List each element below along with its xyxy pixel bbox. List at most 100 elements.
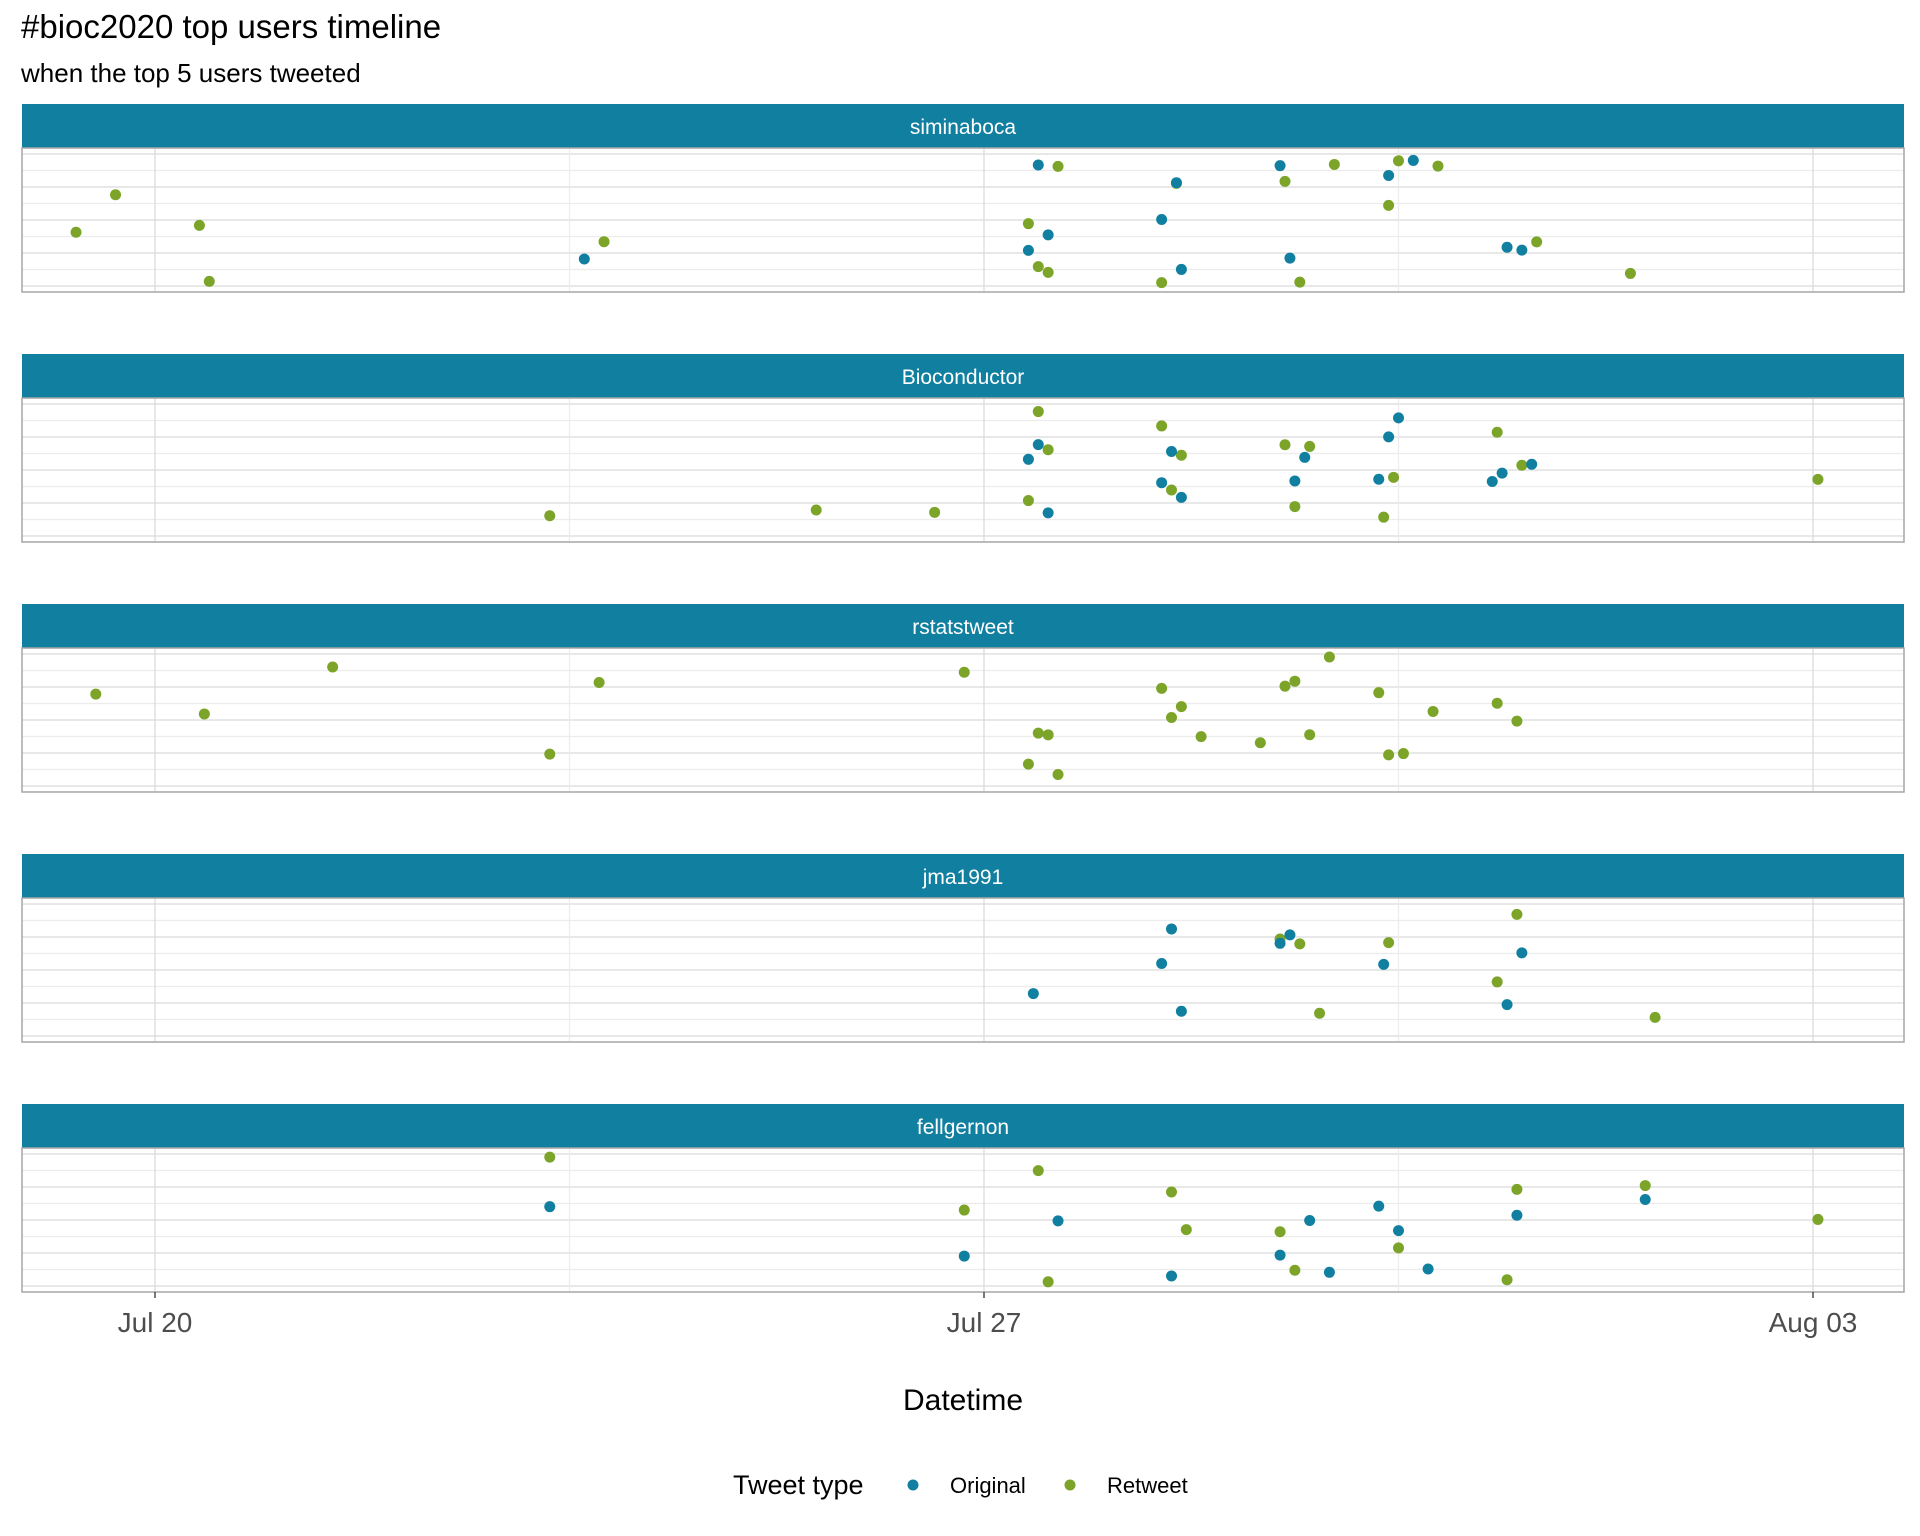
legend-label-retweet: Retweet (1107, 1473, 1188, 1498)
chart-title: #bioc2020 top users timeline (21, 8, 441, 45)
point-retweet (70, 226, 82, 238)
point-original (1373, 473, 1385, 485)
point-retweet (1383, 749, 1395, 761)
point-retweet (1531, 236, 1543, 248)
facet-strip (22, 854, 1904, 898)
point-original (1166, 923, 1178, 935)
point-original (1501, 999, 1513, 1011)
point-original (1393, 1225, 1404, 1237)
point-retweet (929, 506, 941, 518)
point-retweet (1032, 406, 1044, 418)
point-retweet (1274, 1226, 1286, 1238)
point-retweet (198, 708, 210, 720)
point-retweet (203, 275, 215, 287)
point-original (1496, 467, 1508, 479)
x-axis: Jul 20 Jul 27 Aug 03 (118, 1292, 1857, 1338)
point-retweet (1042, 444, 1054, 456)
point-retweet (1511, 1183, 1523, 1195)
point-retweet (1180, 1224, 1192, 1236)
point-retweet (1042, 266, 1054, 278)
panel-border (21, 647, 1905, 793)
facet-fellgernon: fellgernon (21, 1104, 1905, 1293)
point-original (1526, 458, 1538, 470)
facet-rstatstweet: rstatstweet (21, 604, 1905, 793)
point-original (1032, 439, 1044, 451)
facet-Bioconductor: Bioconductor (21, 354, 1905, 543)
point-retweet (593, 676, 605, 688)
point-original (1284, 252, 1296, 264)
point-retweet (1397, 748, 1409, 760)
point-original (1383, 431, 1395, 443)
point-original (1299, 451, 1311, 463)
point-retweet (1289, 675, 1301, 687)
point-original (544, 1201, 556, 1213)
point-retweet (1388, 471, 1400, 483)
point-retweet (1812, 1213, 1824, 1225)
point-retweet (958, 666, 970, 678)
point-retweet (1042, 729, 1054, 741)
point-retweet (1175, 701, 1187, 713)
point-retweet (1304, 729, 1316, 741)
point-retweet (110, 189, 122, 201)
point-original (1511, 1209, 1523, 1221)
point-retweet (958, 1204, 970, 1216)
point-retweet (327, 661, 339, 673)
point-retweet (1294, 276, 1306, 288)
point-retweet (1289, 501, 1301, 513)
legend-key-retweet (1064, 1479, 1076, 1491)
facet-strip (22, 354, 1904, 398)
point-retweet (1175, 449, 1187, 461)
facet-strip (22, 104, 1904, 148)
x-axis-title: Datetime (903, 1384, 1023, 1417)
point-original (1274, 1249, 1286, 1261)
facet-jma1991: jma1991 (21, 854, 1905, 1043)
facet-strip-label: jma1991 (922, 866, 1004, 889)
facet-strip-label: rstatstweet (912, 616, 1014, 639)
point-retweet (1491, 976, 1503, 988)
point-retweet (1516, 459, 1528, 471)
point-retweet (1032, 261, 1044, 273)
point-original (1289, 475, 1301, 487)
point-retweet (1294, 938, 1306, 950)
point-original (1170, 177, 1182, 189)
facet-strip (22, 604, 1904, 648)
chart-subtitle: when the top 5 users tweeted (20, 58, 361, 88)
point-retweet (1279, 680, 1291, 692)
point-retweet (810, 504, 822, 516)
point-original (1639, 1194, 1651, 1206)
facet-strip-label: Bioconductor (902, 366, 1025, 389)
point-retweet (1156, 420, 1168, 432)
panel-border (21, 397, 1905, 543)
point-retweet (1156, 277, 1168, 289)
point-original (578, 253, 590, 265)
point-retweet (1279, 175, 1291, 187)
point-retweet (1328, 158, 1340, 170)
point-original (1175, 1005, 1187, 1017)
facet-siminaboca: siminaboca (21, 104, 1905, 293)
point-original (1378, 958, 1390, 970)
point-retweet (1373, 687, 1385, 699)
point-retweet (1323, 651, 1335, 663)
point-retweet (1427, 705, 1439, 717)
point-retweet (1156, 682, 1168, 694)
point-original (1166, 446, 1178, 458)
point-retweet (1042, 1276, 1054, 1288)
point-original (1422, 1263, 1434, 1275)
point-retweet (1052, 768, 1064, 780)
point-retweet (1383, 199, 1395, 211)
point-retweet (544, 748, 556, 760)
point-retweet (1166, 484, 1178, 496)
point-retweet (1491, 697, 1503, 709)
point-original (1052, 1215, 1064, 1227)
legend: Tweet type Original Retweet (733, 1470, 1188, 1500)
point-original (1516, 244, 1528, 256)
x-tick-label: Jul 20 (118, 1307, 193, 1338)
point-retweet (1378, 511, 1390, 523)
legend-key-original (907, 1479, 919, 1491)
point-original (1175, 263, 1187, 275)
legend-title: Tweet type (733, 1470, 864, 1500)
point-original (1373, 1200, 1385, 1212)
point-retweet (1314, 1007, 1326, 1019)
point-retweet (1254, 737, 1266, 749)
